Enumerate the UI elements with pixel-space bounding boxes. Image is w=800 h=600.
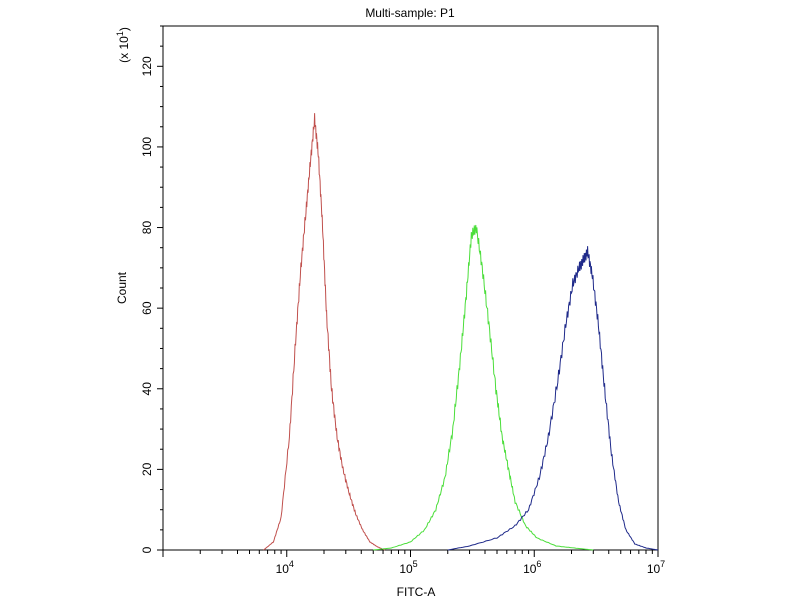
series-green [373,224,594,551]
x-axis-title: FITC-A [397,585,436,599]
y-tick-label: 40 [140,382,154,396]
plot-frame [162,25,659,551]
x-tick-label: 107 [647,559,665,576]
x-tick-label: 106 [523,559,541,576]
x-tick-label: 105 [399,559,417,576]
series-red [263,113,385,551]
y-multiplier-close: ) [117,27,131,31]
y-axis: 0 20 40 60 80 100 120 [140,25,163,553]
x-tick-label: 104 [276,559,294,576]
y-tick-label: 0 [140,546,154,553]
x-axis: 104 105 106 107 [162,550,665,576]
y-tick-label: 120 [140,56,154,76]
y-multiplier-label: (x 101) [115,27,131,63]
y-axis-title: Count [115,271,129,304]
chart-title: Multi-sample: P1 [365,6,455,20]
y-multiplier-exponent: 1 [115,31,125,36]
y-tick-label: 60 [140,301,154,315]
y-tick-label: 100 [140,137,154,157]
y-multiplier-base: (x 10 [117,36,131,63]
y-tick-label: 20 [140,462,154,476]
series-blue [447,246,659,551]
series-layer [263,113,659,551]
y-tick-label: 80 [140,221,154,235]
